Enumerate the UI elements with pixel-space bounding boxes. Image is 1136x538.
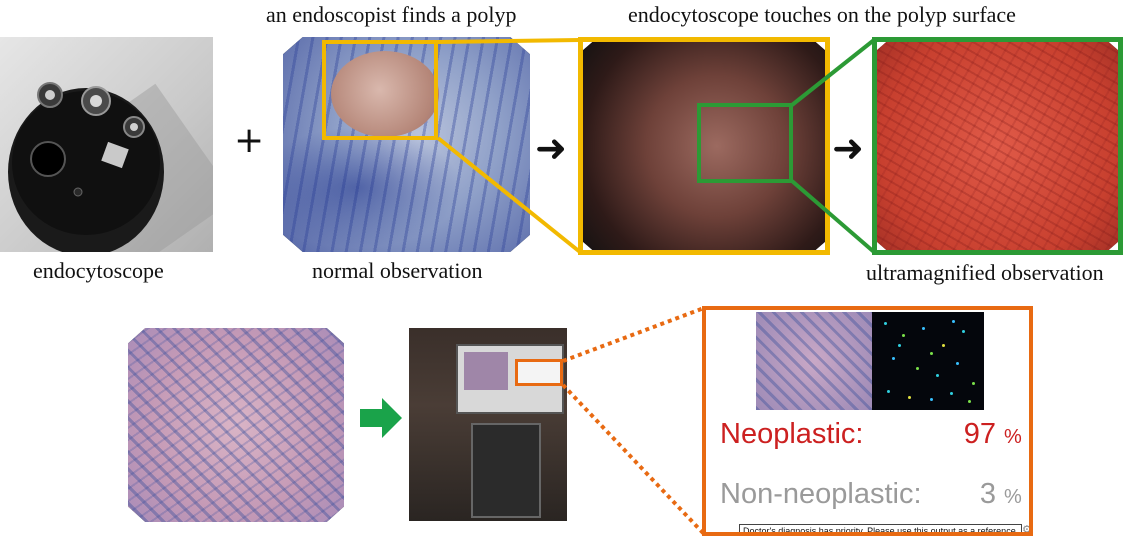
endoscopy-system-photo	[409, 328, 567, 521]
monitor-screen	[464, 352, 508, 390]
monitor	[456, 344, 564, 414]
caption-endocytoscope: endocytoscope	[33, 258, 164, 283]
gear-icon: ⚙	[1022, 523, 1032, 536]
ultramagnified-frame-green	[872, 37, 1123, 255]
polyp-highlight-box	[322, 40, 438, 140]
result-panel: Neoplastic: 97 % Non-neoplastic: 3 % Doc…	[702, 306, 1033, 536]
endoscopy-cart	[471, 423, 541, 518]
orange-connector-bottom	[561, 383, 706, 536]
non-neoplastic-value: 3	[979, 478, 996, 510]
surface-zoom-box	[697, 103, 793, 183]
ultramagnified-image	[872, 37, 1123, 255]
caption-ultramagnified-observation: ultramagnified observation	[866, 260, 1104, 285]
endocytoscope-photo	[0, 37, 213, 252]
result-feature-map	[872, 312, 984, 410]
caption-touches-surface: endocytoscope touches on the polyp surfa…	[628, 2, 1016, 27]
non-neoplastic-percent: %	[1004, 486, 1022, 508]
result-cell-image	[756, 312, 872, 410]
non-neoplastic-label: Non-neoplastic:	[720, 478, 922, 510]
green-block-arrow-icon	[360, 398, 402, 438]
caption-normal-observation: normal observation	[312, 258, 483, 283]
neoplastic-value: 97	[963, 418, 996, 450]
caption-finds-polyp: an endoscopist finds a polyp	[266, 2, 517, 27]
right-arrow-1: ➜	[535, 126, 567, 170]
plus-sign: +	[234, 120, 265, 161]
right-arrow-2: ➜	[832, 126, 864, 170]
monitor-output-box	[515, 359, 563, 386]
polyp-surface-image	[578, 37, 830, 255]
orange-connector-top	[562, 306, 705, 363]
disclaimer-note: Doctor's diagnosis has priority. Please …	[739, 524, 1023, 532]
neoplastic-label: Neoplastic:	[720, 418, 864, 450]
neoplastic-percent: %	[1004, 426, 1022, 448]
stained-cell-image	[128, 328, 344, 522]
